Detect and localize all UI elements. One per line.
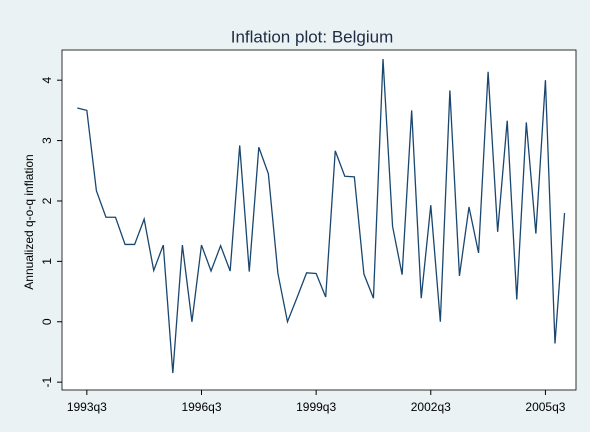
x-tick-label: 2002q3 bbox=[411, 400, 451, 414]
x-tick-label: 1993q3 bbox=[67, 400, 107, 414]
x-tick-label: 1999q3 bbox=[296, 400, 336, 414]
y-tick-label: 4 bbox=[40, 77, 54, 84]
y-axis-label: Annualized q-o-q inflation bbox=[22, 154, 36, 289]
y-tick-label: 0 bbox=[40, 318, 54, 325]
x-tick-label: 2005q3 bbox=[525, 400, 565, 414]
x-tick-label: 1996q3 bbox=[181, 400, 221, 414]
y-tick-label: 3 bbox=[40, 137, 54, 144]
y-tick-label: 2 bbox=[40, 197, 54, 204]
data-line bbox=[77, 59, 566, 374]
y-tick-label: 1 bbox=[40, 258, 54, 265]
y-tick-label: -1 bbox=[40, 376, 54, 387]
chart-title: Inflation plot: Belgium bbox=[231, 27, 394, 46]
